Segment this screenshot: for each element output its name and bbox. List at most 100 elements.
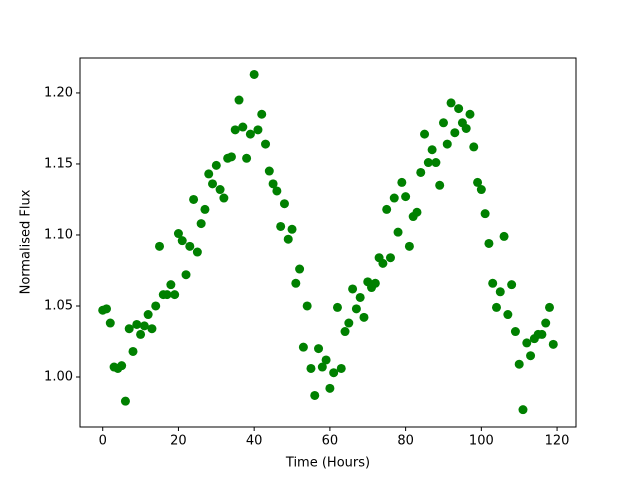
point [355,292,365,302]
point [412,207,422,217]
point [295,264,305,274]
point [393,227,403,237]
point [128,346,138,356]
point [480,209,490,219]
point [435,180,445,190]
point [219,193,229,203]
point [438,118,448,128]
plot-frame [79,57,577,428]
point [359,312,369,322]
point [401,192,411,202]
point [261,139,271,149]
point [192,247,202,257]
point [117,361,127,371]
point [526,351,536,361]
x-tick-label: 0 [99,434,107,449]
y-tick-label: 1.10 [44,227,73,242]
y-tick-label: 1.05 [44,298,73,313]
point [450,128,460,138]
point [139,321,149,331]
point [166,280,176,290]
point [544,302,554,312]
point [461,123,471,133]
point [204,169,214,179]
point [173,229,183,239]
point [155,241,165,251]
x-tick-label: 60 [322,434,339,449]
x-tick-label: 40 [246,434,263,449]
y-tick-label: 1.20 [44,85,73,100]
point [510,327,520,337]
point [423,158,433,168]
point [208,179,218,189]
point [348,284,358,294]
point [264,166,274,176]
point [370,278,380,288]
point [473,177,483,187]
point [226,152,236,162]
point [336,363,346,373]
point [476,185,486,195]
point [503,310,513,320]
point [234,95,244,105]
x-tick-label: 100 [469,434,494,449]
point [495,287,505,297]
point [181,270,191,280]
point [465,109,475,119]
point [507,280,517,290]
point [185,241,195,251]
point [249,69,259,79]
point [389,193,399,203]
point [276,221,286,231]
point [325,383,335,393]
point [291,278,301,288]
point [215,185,225,195]
y-tick-label: 1.00 [44,370,73,385]
point [189,194,199,204]
point [522,338,532,348]
point [310,390,320,400]
point [302,301,312,311]
point [268,179,278,189]
point [385,253,395,263]
point [416,167,426,177]
point [454,104,464,114]
y-tick-label: 1.15 [44,156,73,171]
point [317,362,327,372]
point [329,368,339,378]
point [242,153,252,163]
point [136,329,146,339]
point [143,310,153,320]
point [245,129,255,139]
point [162,290,172,300]
point [170,290,180,300]
point [298,342,308,352]
point [351,304,361,314]
point [382,204,392,214]
point [420,129,430,139]
point [548,339,558,349]
x-tick-label: 20 [170,434,187,449]
point [321,355,331,365]
point [499,231,509,241]
point [253,125,263,135]
point [541,318,551,328]
point [446,98,456,108]
point [518,405,528,415]
point [427,145,437,155]
point [196,219,206,229]
x-tick-label: 120 [545,434,570,449]
point [537,329,547,339]
point [514,359,524,369]
point [105,318,115,328]
point [124,324,134,334]
point [431,158,441,168]
point [272,186,282,196]
point [469,142,479,152]
point [488,278,498,288]
point [484,238,494,248]
point [314,344,324,354]
point [279,199,289,209]
